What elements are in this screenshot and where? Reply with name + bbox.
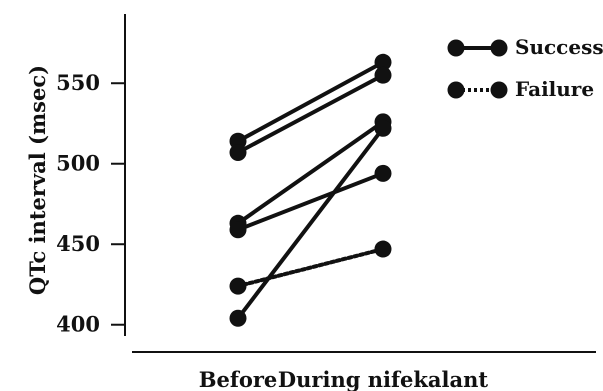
legend-marker-success-left xyxy=(447,39,465,57)
series-line-failure xyxy=(236,247,385,289)
series-point-failure xyxy=(229,277,247,295)
series-line-success xyxy=(236,73,385,155)
series-line-success xyxy=(236,119,385,226)
legend-marker-success-right xyxy=(490,39,508,57)
series-lines xyxy=(236,60,385,321)
axes xyxy=(124,14,596,353)
series-points xyxy=(229,53,392,327)
y-tick-label: 450 xyxy=(56,231,100,256)
series-point-success xyxy=(229,221,247,239)
series-point-success xyxy=(374,119,392,137)
series-line-success xyxy=(236,60,385,144)
legend-marker-failure-left xyxy=(447,81,465,99)
y-tick-label: 400 xyxy=(56,312,100,337)
legend: Success Failure xyxy=(447,35,603,101)
x-tick-label: Before xyxy=(199,367,278,391)
series-point-success xyxy=(374,53,392,71)
y-tick-label: 550 xyxy=(56,70,100,95)
y-ticks: 400 450 500 550 xyxy=(56,70,125,337)
legend-label-failure: Failure xyxy=(515,77,594,101)
series-line-success xyxy=(236,126,385,321)
series-point-success xyxy=(374,164,392,182)
series-point-success xyxy=(229,143,247,161)
legend-label-success: Success xyxy=(515,35,603,59)
y-axis-label: QTc interval (msec) xyxy=(25,65,50,295)
series-point-success xyxy=(229,309,247,327)
x-ticks: Before During nifekalant xyxy=(199,367,489,391)
series-point-success xyxy=(374,66,392,84)
x-tick-label: During nifekalant xyxy=(278,367,488,391)
y-tick-label: 500 xyxy=(56,151,100,176)
legend-marker-failure-right xyxy=(490,81,508,99)
series-point-failure xyxy=(374,240,392,258)
series-line-success xyxy=(236,171,385,232)
